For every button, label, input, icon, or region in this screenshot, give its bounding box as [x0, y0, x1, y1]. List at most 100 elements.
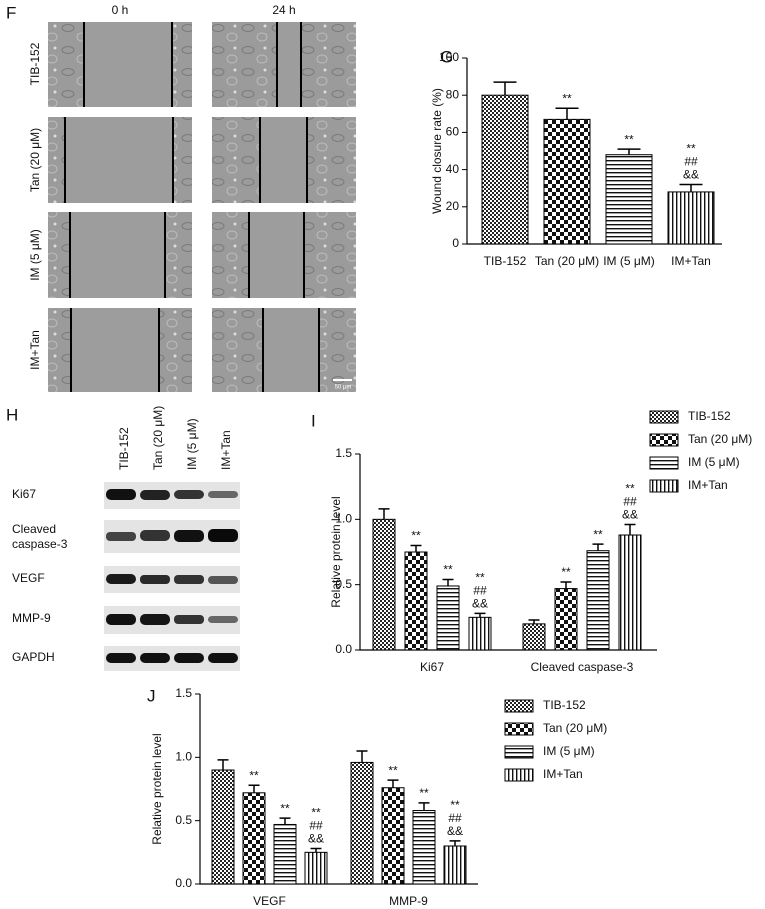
- bar: [436, 585, 460, 651]
- x-tick-label: Tan (20 μM): [535, 254, 599, 268]
- y-tick-label: 40: [446, 162, 460, 176]
- protein-label: Ki67: [12, 487, 36, 501]
- error-bar: [442, 578, 454, 586]
- bar: [443, 845, 467, 885]
- error-bar: [493, 81, 517, 96]
- error-bar: [378, 508, 390, 520]
- y-tick-label: 20: [446, 199, 460, 213]
- legend-label: IM (5 μM): [543, 744, 595, 758]
- error-bar: [248, 784, 260, 793]
- significance-label: **: [562, 91, 572, 105]
- scale-bar-label: 50 μm: [335, 385, 352, 391]
- y-tick-label: 80: [446, 87, 460, 101]
- row-label: IM+Tan: [28, 330, 42, 370]
- lane-label: Tan (20 μM): [151, 406, 165, 470]
- significance-label: **: [443, 563, 453, 577]
- legend-label: IM+Tan: [688, 478, 728, 492]
- legend-swatch: [649, 410, 679, 424]
- bar: [211, 769, 235, 885]
- y-axis-label: Relative protein level: [150, 733, 164, 844]
- row-label: Tan (20 μM): [28, 128, 42, 192]
- y-tick-label: 1.0: [335, 512, 352, 526]
- legend-label: Tan (20 μM): [543, 721, 607, 735]
- x-tick-label: Ki67: [420, 660, 444, 674]
- bar: [242, 792, 266, 885]
- bar: [481, 94, 529, 245]
- panel-label: H: [6, 405, 18, 424]
- significance-label: **: [311, 806, 321, 820]
- legend-label: TIB-152: [543, 698, 586, 712]
- significance-label: **: [249, 768, 259, 782]
- x-tick-label: VEGF: [253, 894, 286, 908]
- protein-label: MMP-9: [12, 611, 51, 625]
- error-bar: [617, 148, 641, 155]
- legend-label: TIB-152: [688, 409, 731, 423]
- bar: [350, 761, 374, 885]
- legend-swatch: [649, 433, 679, 447]
- protein-label: GAPDH: [12, 650, 55, 664]
- error-bar: [418, 802, 430, 811]
- panel-label: J: [147, 686, 156, 705]
- error-bar: [560, 581, 572, 589]
- row-label: IM (5 μM): [28, 229, 42, 281]
- protein-label: caspase-3: [12, 537, 68, 551]
- panel-label: G: [440, 47, 453, 66]
- lane-label: TIB-152: [117, 427, 131, 470]
- significance-label: &&: [447, 824, 463, 838]
- micrograph-grid: [48, 22, 356, 392]
- legend-swatch: [649, 456, 679, 470]
- bar: [412, 810, 436, 885]
- y-axis-label: Wound closure rate (%): [430, 88, 444, 214]
- bar: [618, 534, 642, 651]
- significance-label: **: [388, 763, 398, 777]
- x-tick-label: MMP-9: [389, 894, 428, 908]
- bar: [404, 551, 428, 651]
- error-bar: [679, 183, 703, 192]
- y-tick-label: 0.0: [335, 642, 352, 656]
- y-tick-label: 100: [439, 50, 459, 64]
- significance-label: **: [450, 798, 460, 812]
- legend-label: IM (5 μM): [688, 455, 740, 469]
- error-bar: [449, 840, 461, 846]
- significance-label: &&: [622, 508, 638, 522]
- bar: [586, 550, 610, 651]
- significance-label: &&: [472, 597, 488, 611]
- x-tick-label: Cleaved caspase-3: [531, 660, 634, 674]
- y-axis-label: Relative protein level: [329, 496, 343, 607]
- y-tick-label: 0.0: [175, 876, 192, 890]
- protein-label: Cleaved: [12, 522, 56, 536]
- error-bar: [474, 612, 486, 618]
- significance-label: **: [475, 571, 485, 585]
- panel-label: F: [6, 3, 16, 22]
- significance-label: **: [411, 529, 421, 543]
- significance-label: ##: [473, 584, 487, 598]
- panel-label: I: [311, 411, 316, 430]
- axes: [199, 694, 478, 885]
- bar: [372, 518, 396, 651]
- error-bar: [555, 107, 579, 120]
- legend-swatch: [504, 768, 534, 782]
- significance-label: ##: [684, 155, 698, 169]
- legend-swatch: [504, 722, 534, 736]
- error-bar: [310, 847, 322, 853]
- error-bar: [217, 759, 229, 770]
- significance-label: ##: [448, 811, 462, 825]
- significance-label: ##: [309, 819, 323, 833]
- y-tick-label: 0: [452, 236, 459, 250]
- y-tick-label: 1.5: [175, 686, 192, 700]
- significance-label: **: [419, 786, 429, 800]
- legend-label: IM+Tan: [543, 767, 583, 781]
- significance-label: **: [624, 132, 634, 146]
- protein-label: VEGF: [12, 571, 45, 585]
- x-tick-label: TIB-152: [484, 254, 527, 268]
- significance-label: &&: [683, 168, 699, 182]
- bar: [381, 787, 405, 885]
- significance-label: **: [686, 142, 696, 156]
- y-tick-label: 0.5: [335, 577, 352, 591]
- error-bar: [410, 544, 422, 552]
- legend-swatch: [504, 699, 534, 713]
- significance-label: **: [625, 482, 635, 496]
- error-bar: [387, 779, 399, 788]
- x-tick-label: IM+Tan: [671, 254, 711, 268]
